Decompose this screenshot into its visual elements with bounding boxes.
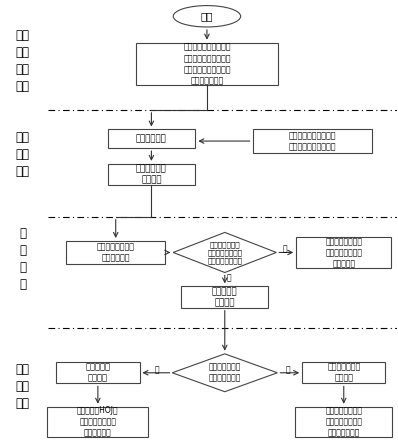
Text: 处理器启动相应抗
干扰程序，重新获
取目标表面回波: 处理器启动相应抗 干扰程序，重新获 取目标表面回波: [325, 406, 362, 438]
Polygon shape: [173, 232, 276, 273]
Text: 处理器分析极化
相位差是否随机: 处理器分析极化 相位差是否随机: [209, 363, 241, 383]
Text: 干
扰
检
测: 干 扰 检 测: [19, 227, 26, 291]
Text: 接收
回波
信号: 接收 回波 信号: [16, 131, 29, 178]
FancyBboxPatch shape: [295, 407, 392, 437]
Polygon shape: [172, 354, 277, 392]
FancyBboxPatch shape: [253, 130, 371, 152]
FancyBboxPatch shape: [296, 237, 391, 268]
Text: 否: 否: [226, 274, 231, 283]
FancyBboxPatch shape: [108, 164, 195, 185]
Text: 干扰信号为地形
反弹干扰: 干扰信号为地形 反弹干扰: [327, 363, 360, 383]
Text: 干扰机发射干扰信号以
干扰目标表面回波信号: 干扰机发射干扰信号以 干扰目标表面回波信号: [288, 131, 336, 151]
Text: 处理器比较发射
信号和接收信号的
极化矢量是否一致: 处理器比较发射 信号和接收信号的 极化矢量是否一致: [207, 241, 242, 264]
Text: 否: 否: [155, 365, 159, 374]
FancyBboxPatch shape: [302, 362, 385, 384]
Text: 是: 是: [286, 365, 291, 374]
Text: 机载雷达向期望目标方
向发射垂直或水平极化
信号（处理器决定发射
信号极化方式）: 机载雷达向期望目标方 向发射垂直或水平极化 信号（处理器决定发射 信号极化方式）: [183, 43, 231, 85]
FancyBboxPatch shape: [47, 407, 148, 437]
Text: 处理器判定
存在干扰: 处理器判定 存在干扰: [212, 287, 238, 307]
Text: 开始: 开始: [201, 11, 213, 21]
Ellipse shape: [173, 6, 241, 27]
FancyBboxPatch shape: [66, 241, 165, 264]
FancyBboxPatch shape: [56, 362, 140, 384]
Text: 处理器启动HOJ抗
干扰程序，跟踪干
扰源所在方向: 处理器启动HOJ抗 干扰程序，跟踪干 扰源所在方向: [77, 406, 119, 438]
Text: 处理器判定干扰不
存在，并对回波进
行常规处理: 处理器判定干扰不 存在，并对回波进 行常规处理: [325, 237, 362, 268]
Text: 机载雷达接收
回波信号: 机载雷达接收 回波信号: [136, 164, 167, 185]
FancyBboxPatch shape: [181, 287, 268, 308]
Text: 发射
预定
极化
信号: 发射 预定 极化 信号: [16, 29, 29, 93]
Text: 干扰信号为
直达干扰: 干扰信号为 直达干扰: [85, 363, 110, 383]
FancyBboxPatch shape: [108, 130, 195, 148]
Text: 是: 是: [283, 245, 287, 253]
Text: 处理器确定接收信
号的极化矢量: 处理器确定接收信 号的极化矢量: [97, 242, 135, 262]
Text: 信号到达目标: 信号到达目标: [136, 135, 167, 143]
Text: 识别
干扰
类型: 识别 干扰 类型: [16, 363, 29, 409]
FancyBboxPatch shape: [136, 43, 278, 85]
